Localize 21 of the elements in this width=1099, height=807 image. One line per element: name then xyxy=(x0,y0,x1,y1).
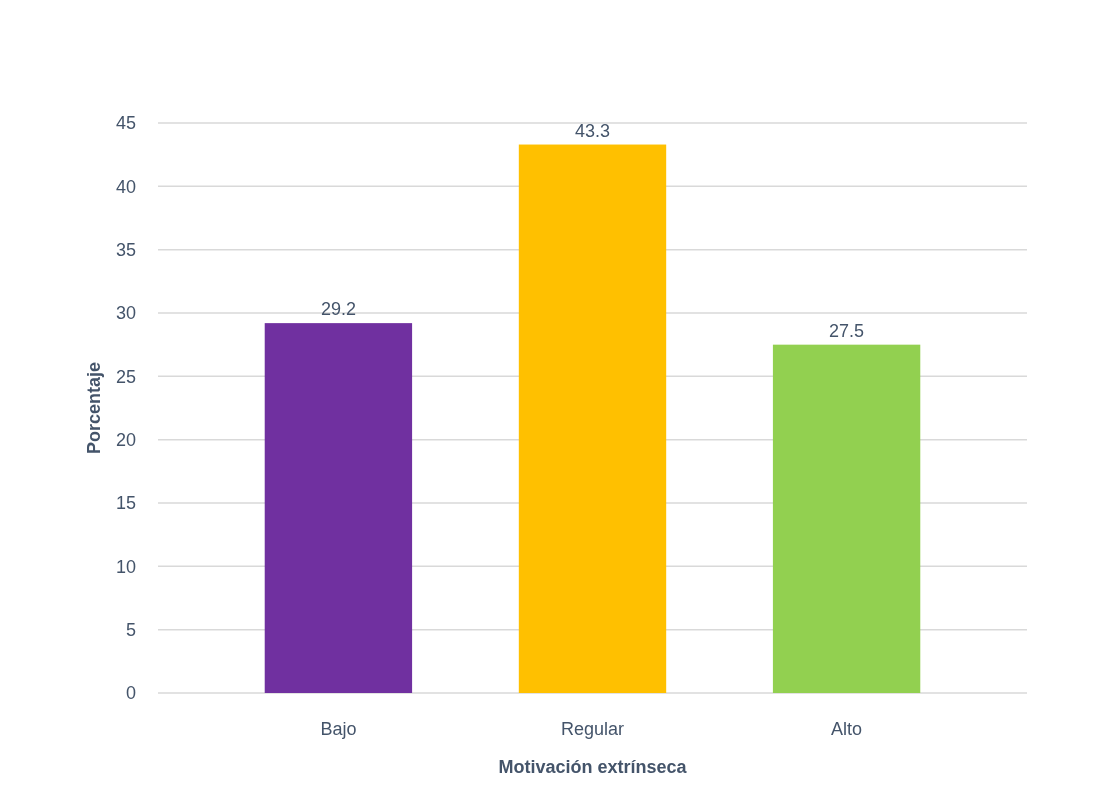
x-tick-label: Alto xyxy=(831,719,863,739)
y-tick-label: 30 xyxy=(115,303,136,324)
y-tick-label: 15 xyxy=(115,493,136,514)
y-tick-label: 40 xyxy=(115,176,136,197)
bar xyxy=(264,323,413,693)
data-label: 27.5 xyxy=(829,320,865,341)
bar xyxy=(518,144,667,693)
y-axis-title: Porcentaje xyxy=(84,361,104,455)
y-tick-label: 0 xyxy=(125,683,136,704)
x-tick-label: Regular xyxy=(560,719,625,739)
data-label: 43.3 xyxy=(574,120,611,141)
y-tick-label: 25 xyxy=(115,366,136,387)
x-tick-label: Bajo xyxy=(320,719,357,739)
y-tick-label: 45 xyxy=(115,113,136,134)
bar xyxy=(772,344,921,693)
x-axis-title: Motivación extrínseca xyxy=(498,757,688,777)
y-tick-label: 10 xyxy=(115,556,136,577)
y-tick-label: 20 xyxy=(115,429,136,450)
y-tick-label: 5 xyxy=(125,619,136,640)
y-tick-label: 35 xyxy=(115,239,136,260)
data-label: 29.2 xyxy=(320,299,356,320)
